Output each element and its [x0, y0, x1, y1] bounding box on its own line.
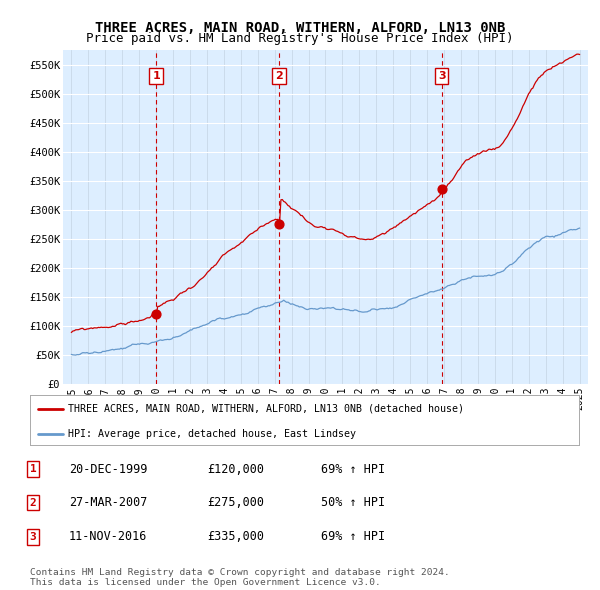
Text: 1: 1 — [29, 464, 37, 474]
Text: Price paid vs. HM Land Registry's House Price Index (HPI): Price paid vs. HM Land Registry's House … — [86, 32, 514, 45]
Text: 3: 3 — [438, 71, 446, 81]
Text: 11-NOV-2016: 11-NOV-2016 — [69, 530, 148, 543]
Text: 50% ↑ HPI: 50% ↑ HPI — [321, 496, 385, 509]
Text: THREE ACRES, MAIN ROAD, WITHERN, ALFORD, LN13 0NB: THREE ACRES, MAIN ROAD, WITHERN, ALFORD,… — [95, 21, 505, 35]
Text: 2: 2 — [29, 498, 37, 507]
Point — [437, 185, 446, 194]
Text: £275,000: £275,000 — [207, 496, 264, 509]
Text: Contains HM Land Registry data © Crown copyright and database right 2024.
This d: Contains HM Land Registry data © Crown c… — [30, 568, 450, 587]
Text: HPI: Average price, detached house, East Lindsey: HPI: Average price, detached house, East… — [68, 430, 356, 440]
Text: 3: 3 — [29, 532, 37, 542]
Text: 69% ↑ HPI: 69% ↑ HPI — [321, 463, 385, 476]
Point — [274, 219, 284, 229]
Text: 1: 1 — [152, 71, 160, 81]
Text: 20-DEC-1999: 20-DEC-1999 — [69, 463, 148, 476]
Text: THREE ACRES, MAIN ROAD, WITHERN, ALFORD, LN13 0NB (detached house): THREE ACRES, MAIN ROAD, WITHERN, ALFORD,… — [68, 404, 464, 414]
Text: £120,000: £120,000 — [207, 463, 264, 476]
Text: 69% ↑ HPI: 69% ↑ HPI — [321, 530, 385, 543]
Text: 2: 2 — [275, 71, 283, 81]
Text: 27-MAR-2007: 27-MAR-2007 — [69, 496, 148, 509]
Text: £335,000: £335,000 — [207, 530, 264, 543]
Point — [151, 309, 161, 319]
